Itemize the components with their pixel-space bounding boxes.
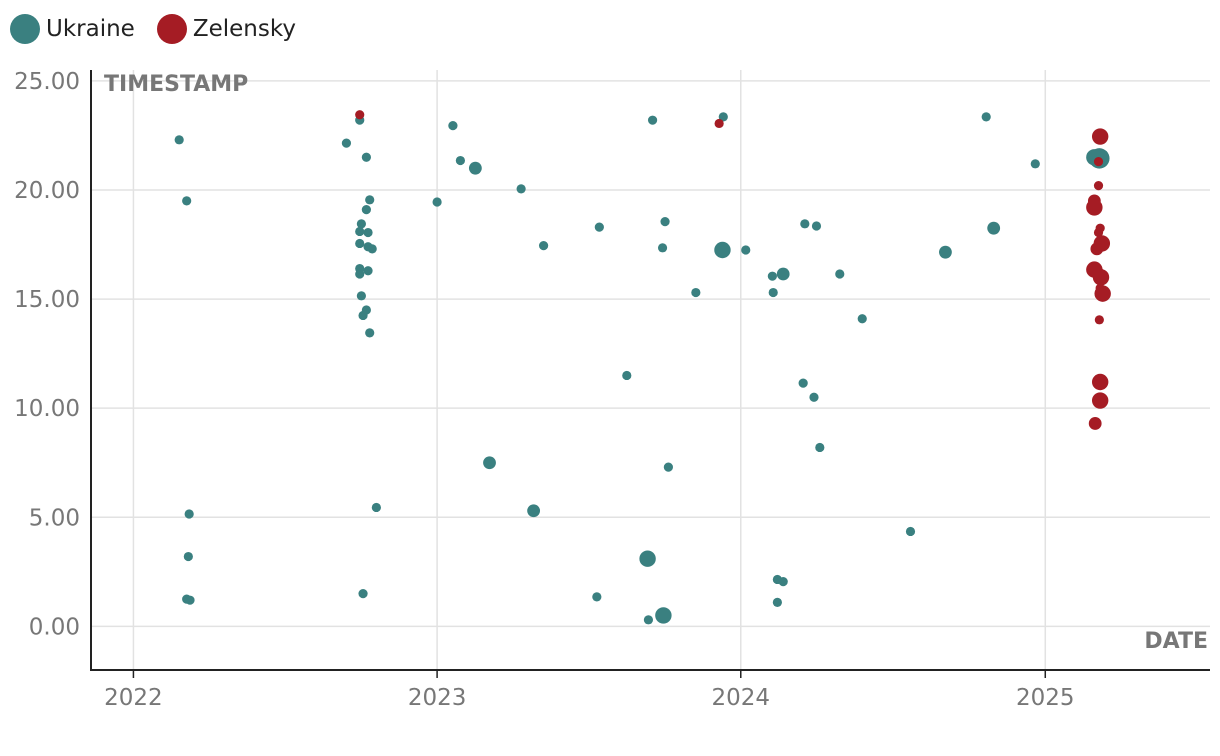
data-point-ukraine[interactable]	[527, 504, 541, 518]
data-point-ukraine[interactable]	[811, 221, 822, 231]
data-point-ukraine[interactable]	[741, 245, 751, 255]
data-point-ukraine[interactable]	[835, 269, 845, 279]
data-point-ukraine[interactable]	[184, 509, 194, 519]
data-point-ukraine[interactable]	[798, 378, 808, 388]
data-point-zelensky[interactable]	[355, 110, 365, 120]
data-point-ukraine[interactable]	[815, 442, 825, 453]
data-point-zelensky[interactable]	[1091, 128, 1109, 145]
data-point-ukraine[interactable]	[809, 392, 819, 402]
data-point-zelensky[interactable]	[1093, 181, 1104, 191]
data-point-ukraine[interactable]	[776, 267, 790, 281]
data-point-ukraine[interactable]	[594, 222, 604, 232]
data-point-zelensky[interactable]	[1093, 227, 1104, 238]
x-tick-label: 2024	[711, 685, 770, 711]
data-point-ukraine[interactable]	[778, 577, 788, 587]
data-point-ukraine[interactable]	[432, 197, 442, 207]
data-point-ukraine[interactable]	[183, 551, 193, 562]
data-point-ukraine[interactable]	[358, 589, 368, 599]
data-point-ukraine[interactable]	[468, 161, 482, 175]
data-point-ukraine[interactable]	[356, 291, 366, 301]
y-tick-label: 20.00	[14, 178, 80, 204]
legend-label-ukraine: Ukraine	[46, 16, 135, 42]
data-point-ukraine[interactable]	[355, 226, 365, 237]
data-point-ukraine[interactable]	[691, 287, 701, 298]
data-point-ukraine[interactable]	[622, 370, 632, 381]
data-point-ukraine[interactable]	[448, 121, 458, 131]
data-point-ukraine[interactable]	[772, 597, 782, 607]
data-point-zelensky[interactable]	[1094, 315, 1104, 325]
data-point-ukraine[interactable]	[857, 314, 867, 324]
data-point-ukraine[interactable]	[800, 219, 810, 229]
x-tick-label: 2022	[104, 685, 163, 711]
y-axis-title: TIMESTAMP	[104, 72, 248, 97]
data-point-ukraine[interactable]	[516, 184, 526, 194]
data-point-ukraine[interactable]	[987, 221, 1001, 235]
y-tick-label: 10.00	[14, 396, 80, 422]
data-point-ukraine[interactable]	[365, 195, 375, 205]
data-point-ukraine[interactable]	[592, 592, 602, 602]
data-point-ukraine[interactable]	[182, 196, 192, 206]
chart-legend: Ukraine Zelensky	[10, 12, 296, 46]
y-tick-label: 0.00	[29, 614, 80, 640]
y-tick-label: 15.00	[14, 287, 80, 313]
data-point-ukraine[interactable]	[767, 271, 777, 281]
data-point-ukraine[interactable]	[483, 456, 496, 470]
data-point-zelensky[interactable]	[1093, 157, 1104, 167]
data-point-zelensky[interactable]	[714, 118, 724, 129]
data-point-ukraine[interactable]	[663, 462, 673, 472]
data-point-ukraine[interactable]	[185, 595, 195, 605]
data-point-ukraine[interactable]	[655, 607, 672, 624]
data-point-ukraine[interactable]	[939, 245, 952, 259]
data-point-ukraine[interactable]	[718, 112, 728, 122]
data-point-ukraine[interactable]	[1030, 159, 1040, 169]
data-point-ukraine[interactable]	[714, 241, 731, 259]
data-point-ukraine[interactable]	[768, 287, 778, 298]
data-point-zelensky[interactable]	[1091, 392, 1109, 409]
legend-label-zelensky: Zelensky	[192, 16, 296, 42]
data-point-zelensky[interactable]	[1088, 417, 1102, 430]
data-point-ukraine[interactable]	[371, 502, 381, 513]
data-point-ukraine[interactable]	[355, 269, 365, 279]
data-point-ukraine[interactable]	[365, 328, 375, 338]
data-point-ukraine[interactable]	[363, 266, 373, 276]
x-tick-label: 2025	[1016, 685, 1075, 711]
data-point-ukraine[interactable]	[174, 135, 184, 145]
data-point-ukraine[interactable]	[361, 152, 371, 162]
tick-labels: 0.00 5.00 10.00 15.00 20.00 25.00 2022 2023 2024…	[14, 69, 1074, 711]
x-axis-title: DATE	[1144, 629, 1208, 654]
data-point-ukraine[interactable]	[981, 112, 991, 122]
legend-item-ukraine[interactable]: Ukraine	[10, 14, 135, 44]
data-point-zelensky[interactable]	[1094, 285, 1111, 302]
data-point-ukraine[interactable]	[455, 155, 465, 166]
data-point-ukraine[interactable]	[361, 205, 371, 215]
data-point-ukraine[interactable]	[647, 115, 658, 125]
legend-item-zelensky[interactable]: Zelensky	[156, 14, 296, 44]
data-point-ukraine[interactable]	[358, 310, 368, 321]
data-point-ukraine[interactable]	[363, 227, 373, 238]
data-point-zelensky[interactable]	[1092, 269, 1110, 286]
data-point-zelensky[interactable]	[1091, 373, 1109, 391]
data-point-zelensky[interactable]	[1090, 242, 1104, 256]
legend-swatch-ukraine	[10, 14, 40, 44]
data-point-ukraine[interactable]	[643, 615, 654, 625]
data-point-ukraine[interactable]	[905, 526, 916, 537]
data-point-zelensky[interactable]	[1086, 199, 1103, 216]
data-point-ukraine[interactable]	[356, 219, 366, 229]
data-point-ukraine[interactable]	[657, 243, 668, 253]
data-point-ukraine[interactable]	[538, 241, 549, 251]
y-tick-label: 25.00	[14, 69, 80, 95]
y-tick-label: 5.00	[29, 505, 80, 531]
data-point-ukraine[interactable]	[355, 238, 365, 249]
data-points	[174, 110, 1111, 625]
x-tick-label: 2023	[408, 685, 467, 711]
legend-swatch-zelensky	[156, 14, 187, 44]
axes	[90, 70, 1210, 671]
data-point-ukraine[interactable]	[367, 244, 377, 254]
data-point-ukraine[interactable]	[660, 217, 670, 227]
data-point-ukraine[interactable]	[639, 550, 656, 567]
gridlines	[91, 70, 1210, 670]
data-point-ukraine[interactable]	[341, 138, 352, 148]
